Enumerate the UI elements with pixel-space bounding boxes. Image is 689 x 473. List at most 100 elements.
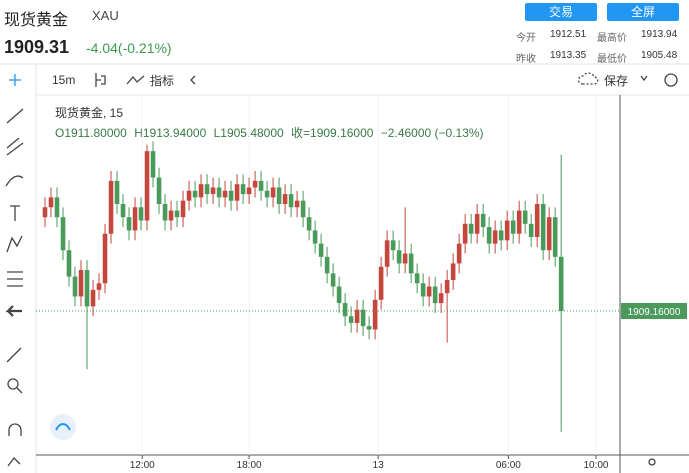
candle-body: [222, 190, 228, 198]
candle-body: [552, 217, 558, 257]
candle-body: [474, 213, 480, 234]
x-tick-label: 13: [373, 460, 385, 471]
candle-body: [402, 253, 408, 264]
candle-body: [318, 243, 324, 257]
candle-body: [72, 276, 78, 297]
quote-label: 今开: [516, 33, 536, 44]
candle-body: [114, 180, 120, 204]
x-tick-label: 06:00: [496, 460, 521, 471]
candle-body: [372, 299, 378, 330]
candle-body: [414, 273, 420, 284]
candle-body: [42, 207, 48, 218]
candle-body: [438, 293, 444, 304]
candle-body: [168, 210, 174, 221]
candle-body: [228, 190, 234, 201]
candle-body: [150, 151, 156, 178]
candle-body: [540, 203, 546, 251]
candle-body: [282, 194, 288, 204]
candle-body: [174, 210, 180, 218]
trade-button[interactable]: 交易: [525, 3, 597, 21]
indicators[interactable]: 指标: [150, 74, 175, 88]
candle-body: [396, 250, 402, 264]
candle-body: [300, 200, 306, 218]
save[interactable]: 保存: [604, 74, 629, 88]
candle-body: [204, 184, 210, 195]
candle-body: [456, 243, 462, 264]
candle-body: [504, 220, 510, 241]
candle-body: [156, 177, 162, 204]
candle-body: [384, 240, 390, 267]
symbol-code: XAU: [92, 8, 119, 23]
candle-body: [60, 217, 66, 251]
quote-label: 最高价: [597, 33, 627, 44]
candle-body: [138, 207, 144, 221]
last-price-label: 1909.16000: [628, 307, 681, 318]
last-price-tag: [621, 303, 687, 319]
interval[interactable]: 15m: [52, 73, 76, 87]
plot: [42, 95, 597, 455]
x-tick-label: 12:00: [130, 460, 155, 471]
quote-value: 1912.51: [550, 29, 587, 40]
candle-body: [198, 184, 204, 198]
candle-body: [126, 217, 132, 231]
candle-body: [408, 253, 414, 274]
candle-body: [288, 194, 294, 208]
price-change: -4.04(-0.21%): [86, 40, 172, 56]
candle-body: [324, 256, 330, 274]
logo-mark: [55, 423, 71, 431]
candle-body: [462, 223, 468, 244]
quote-label: 昨收: [516, 54, 536, 65]
candle-body: [450, 263, 456, 280]
quote-value: 1913.35: [550, 50, 587, 61]
candle-body: [234, 184, 240, 201]
candle-body: [516, 210, 522, 234]
candle-body: [162, 203, 168, 221]
candle-body: [480, 213, 486, 228]
candle-body: [108, 180, 114, 234]
candle-body: [390, 240, 396, 251]
candle-body: [258, 180, 264, 191]
candle-body: [210, 187, 216, 195]
fullscreen-button[interactable]: 全屏: [607, 3, 679, 21]
quote-value: 1913.94: [641, 29, 678, 40]
x-tick-label: 18:00: [237, 460, 262, 471]
candle-body: [54, 197, 60, 218]
candle-body: [366, 326, 372, 330]
candle-body: [492, 230, 498, 244]
symbol-name: 现货黄金: [4, 12, 69, 29]
candle-body: [312, 230, 318, 244]
candle-body: [48, 197, 54, 208]
candle-body: [336, 286, 342, 304]
candle-body: [444, 279, 450, 294]
candle-body: [534, 203, 540, 238]
candle-body: [342, 303, 348, 317]
candle-body: [90, 289, 96, 307]
candle-body: [144, 151, 150, 221]
candle-body: [78, 270, 84, 297]
candle-body: [270, 187, 276, 198]
candle-body: [240, 184, 246, 195]
tool-icons: [5, 72, 678, 467]
candle-body: [246, 187, 252, 195]
candle-body: [354, 309, 360, 323]
candle-body: [330, 273, 336, 287]
logo: [50, 414, 76, 440]
candle-body: [486, 227, 492, 244]
candle-body: [432, 286, 438, 304]
quote-label: 最低价: [597, 54, 627, 65]
candle-body: [276, 187, 282, 204]
candle-body: [180, 200, 186, 218]
candle-body: [498, 230, 504, 241]
candle-body: [102, 233, 108, 284]
candle-body: [216, 187, 222, 198]
legend-high: H1913.94000: [134, 126, 206, 140]
candle-body: [66, 250, 72, 277]
legend-ohlc: O1911.80000 H1913.94000 L1905.48000 收=19…: [55, 126, 484, 140]
candle-body: [294, 200, 300, 208]
candle-body: [306, 217, 312, 231]
candle-body: [192, 190, 198, 198]
candle-body: [558, 256, 564, 311]
candle-body: [132, 207, 138, 231]
